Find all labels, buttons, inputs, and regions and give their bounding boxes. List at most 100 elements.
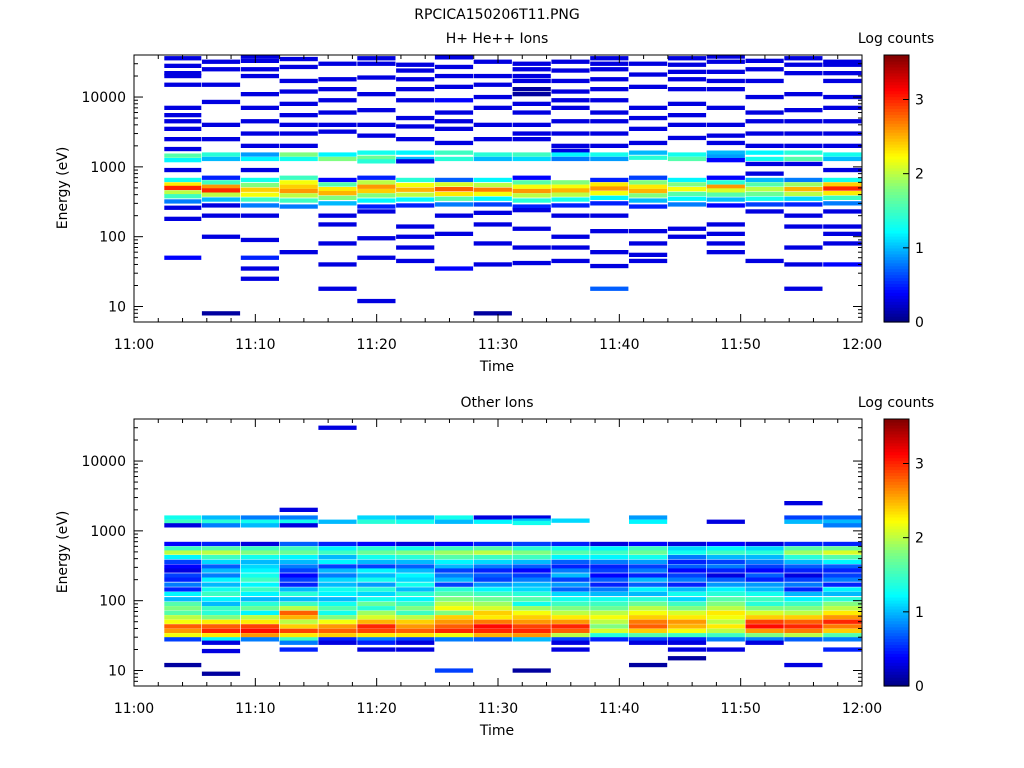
heatmap-cell [784,615,823,620]
colorbar-swatch [884,212,909,216]
heatmap-cell [706,597,745,602]
heatmap-cell [164,216,202,221]
colorbar-swatch [884,505,909,509]
heatmap-cell [512,198,551,203]
colorbar-swatch [884,209,909,213]
heatmap-cell [823,619,862,624]
heatmap-cell [706,192,745,197]
heatmap-cell [629,519,668,524]
heatmap-cell [201,559,241,564]
heatmap-cell [279,568,318,573]
heatmap-cell [784,501,823,506]
heatmap-cell [667,546,707,551]
heatmap-cell [434,84,474,89]
figure-title: RPCICA150206T11.PNG [414,7,579,23]
heatmap-cell [318,582,357,587]
heatmap-cell [784,131,823,136]
colorbar-swatch [884,570,909,574]
heatmap-cell [357,559,396,564]
heatmap-cell [279,606,318,611]
heatmap-cell [667,601,707,607]
heatmap-cell [745,640,784,645]
heatmap-cell [473,210,512,215]
heatmap-cell [823,262,862,267]
heatmap-cell [434,597,474,602]
heatmap-cell [512,550,551,555]
heatmap-cell [823,131,862,136]
heatmap-cell [823,582,862,587]
heatmap-cell [551,213,590,218]
heatmap-cell [396,624,435,629]
heatmap-cell [357,155,396,160]
colorbar-swatch [884,683,909,687]
heatmap-cell [279,156,318,162]
colorbar-swatch [884,218,909,222]
heatmap-cell [629,577,668,582]
heatmap-cell [629,258,668,264]
heatmap-cell [745,559,784,564]
heatmap-cell [823,182,862,187]
heatmap-cell [434,187,474,192]
heatmap-cell [318,606,357,611]
colorbar-swatch [884,558,909,562]
heatmap-cell [357,546,396,551]
colorbar-swatch [884,516,909,521]
colorbar-swatch [884,629,909,634]
heatmap-cell [590,550,629,555]
heatmap-cell [396,606,435,611]
colorbar-swatch [884,93,909,98]
heatmap-cell [164,255,202,260]
heatmap-cell [629,550,668,555]
heatmap-cell [434,546,474,551]
heatmap-cell [706,154,745,159]
heatmap-cell [823,78,862,84]
colorbar-swatch [884,90,909,95]
heatmap-cell [590,229,629,234]
colorbar: Log counts 0 1 2 3 [858,31,934,331]
heatmap-cell [706,180,745,185]
heatmap-cell [629,624,668,629]
colorbar-swatch [884,197,909,201]
heatmap-cell [396,564,435,569]
colorbar-label: Log counts [858,395,934,411]
colorbar-swatch [884,641,909,646]
colorbar-swatch [884,522,909,527]
heatmap-cell [318,195,357,200]
heatmap-cell [551,647,590,652]
colorbar-swatch [884,259,909,264]
heatmap-cell [784,196,823,201]
colorbar-swatch [884,617,909,622]
heatmap-cell [629,140,668,146]
heatmap-cell [590,587,629,592]
heatmap-cell [357,204,396,209]
heatmap-cell [318,129,357,134]
heatmap-cell [667,182,707,187]
heatmap-cell [823,610,862,615]
colorbar-swatch [884,668,909,672]
heatmap-cell [164,564,202,569]
heatmap-cell [318,110,357,115]
heatmap-cell [357,606,396,611]
heatmap-cell [706,559,745,564]
heatmap-cell [434,564,474,569]
heatmap-cell [434,541,474,547]
heatmap-cell [706,550,745,555]
heatmap-cell [629,559,668,564]
heatmap-cell [240,276,279,281]
heatmap-cell [279,597,318,602]
heatmap-cell [784,515,823,520]
colorbar-swatch [884,102,909,107]
heatmap-cell [473,191,512,197]
heatmap-cell [279,587,318,592]
heatmap-cell [590,61,629,66]
heatmap-cell [551,637,590,642]
heatmap-cell [706,601,745,607]
colorbar-swatch [884,301,909,305]
y-axis-label: Energy (eV) [55,147,71,230]
heatmap-cell [396,515,435,520]
heatmap-cell [357,633,396,638]
colorbar-swatch [884,508,909,512]
heatmap-cell [396,234,435,239]
heatmap-cell [240,587,279,592]
heatmap-cell [784,156,823,162]
